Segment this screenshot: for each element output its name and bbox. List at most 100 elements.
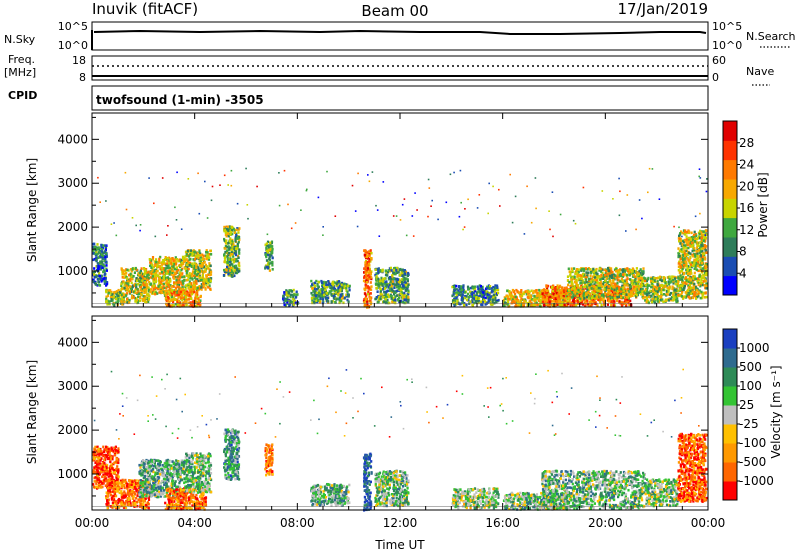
power-echo-cell [93,258,96,261]
power-echo-cell [129,277,132,281]
power-echo-cell [640,273,643,277]
power-echo-cell [491,298,495,302]
power-echo-cell [166,276,169,279]
power-echo-cell [332,283,335,287]
power-echo-cell [581,289,584,293]
power-echo-cell [570,289,573,292]
power-echo-cell [477,297,481,300]
power-echo-cell [284,299,287,303]
power-echo-cell [637,278,640,281]
power-echo-cell [631,294,634,297]
power-echo-cell [208,271,211,275]
power-echo-cell [573,296,576,299]
power-echo-cell [173,258,176,261]
power-echo-cell [551,303,554,307]
power-echo-cell [187,301,190,305]
power-echo-cell [332,294,335,298]
power-echo-cell [235,257,238,261]
power-echo-cell [139,285,142,289]
power-echo-cell [161,276,164,280]
power-echo-cell [575,281,578,285]
power-echo-cell [618,288,621,291]
power-echo-cell [127,278,130,282]
power-echo-cell [226,227,229,231]
power-echo-cell [173,292,176,296]
power-echo-cell [467,298,470,302]
power-echo-cell [551,295,554,298]
power-echo-cell [156,264,159,268]
power-echo-cell [310,279,313,283]
power-echo-cell [621,268,624,272]
power-echo-cell [341,286,344,290]
power-echo-cell [612,281,615,285]
power-echo-cell [184,287,187,291]
power-echo-cell [587,277,591,281]
power-echo-cell [476,299,479,302]
power-echo-cell [526,304,529,307]
power-echo-cell [105,255,108,258]
power-echo-cell [100,243,103,247]
power-echo-cell [497,291,500,295]
power-echo-cell [313,281,317,285]
power-echo-cell [195,291,198,295]
power-echo-cell [493,286,497,290]
power-echo-cell [664,285,667,288]
power-echo-cell [474,289,477,293]
power-echo-cell [150,266,153,269]
power-echo-cell [391,284,394,287]
power-echo-cell [379,279,382,282]
power-echo-cell [313,297,316,301]
power-echo-cell [453,286,456,289]
power-echo-cell [158,275,161,279]
nsky-frame [91,21,709,51]
power-echo-cell [622,289,626,292]
power-echo-cell [191,292,194,296]
power-echo-cell [489,296,492,299]
power-echo-cell [347,300,350,303]
power-echo-cell [324,288,327,292]
power-echo-cell [229,272,232,275]
power-echo-cell [236,254,240,258]
power-echo-cell [397,293,400,297]
power-echo-cell [653,285,656,289]
power-echo-cell [143,267,146,270]
power-echo-cell [480,295,483,298]
power-echo-cell [618,300,621,303]
power-echo-cell [599,290,602,293]
power-echo-cell [162,282,165,286]
power-echo-cell [198,254,201,257]
power-echo-cell [507,296,510,300]
power-echo-cell [316,297,319,300]
power-echo-cell [159,267,162,271]
power-echo-cell [535,301,538,304]
power-echo-cell [603,268,606,272]
power-echo-cell [175,293,178,297]
power-echo-cell [576,301,579,304]
power-echo-cell [375,279,378,282]
power-echo-cell [334,291,337,294]
power-echo-cell [190,290,193,294]
power-echo-cell [523,291,526,294]
power-echo-cell [158,279,161,282]
power-echo-cell [540,295,543,298]
power-echo-cell [403,298,406,301]
power-echo-cell [512,300,515,303]
power-echo-cell [518,304,521,308]
power-echo-cell [533,294,536,298]
power-echo-cell [645,292,648,296]
power-echo-cell [375,275,378,278]
power-echo-cell [200,283,203,286]
power-echo-cell [135,297,138,300]
power-echo-cell [505,294,508,298]
power-echo-cell [363,276,366,279]
power-echo-cell [552,284,555,288]
power-echo-cell [108,302,111,306]
power-echo-cell [129,285,132,288]
power-echo-cell [127,284,130,287]
power-echo-cell [190,276,193,280]
power-echo-cell [578,274,581,277]
power-echo-cell [337,280,341,283]
power-echo-cell [622,292,625,296]
power-echo-cell [567,283,570,287]
power-echo-cell [614,274,617,278]
